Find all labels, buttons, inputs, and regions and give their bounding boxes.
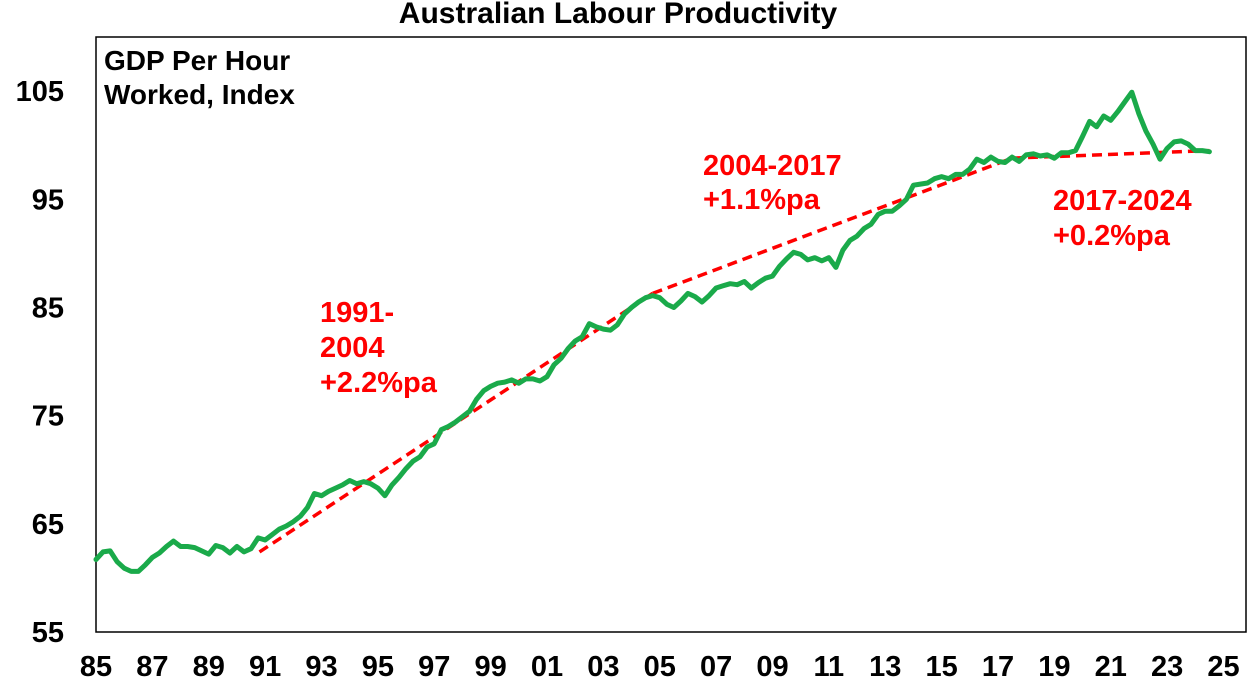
series-label-line-1: GDP Per Hour [104,45,290,76]
annotation-2017-2024-line-1: 2017-2024 [1053,185,1192,217]
x-tick-label: 07 [700,651,732,683]
x-tick-label: 13 [869,651,901,683]
x-tick-label: 25 [1207,651,1239,683]
x-tick-label: 97 [418,651,450,683]
y-tick-label: 75 [32,401,64,433]
x-tick-label: 23 [1151,651,1183,683]
plot-area [95,36,1247,633]
chart-title: Australian Labour Productivity [399,0,838,30]
x-tick-label: 87 [136,651,168,683]
y-tick-label: 85 [32,292,64,324]
annotation-1991-2004: 1991- 2004 +2.2%pa [320,297,438,399]
x-tick-label: 03 [587,651,619,683]
annotation-2004-2017: 2004-2017 +1.1%pa [703,150,842,216]
annotation-1991-2004-line-3: +2.2%pa [320,367,438,399]
x-tick-label: 01 [531,651,563,683]
x-tick-label: 91 [249,651,281,683]
y-axis-ticks: 55 65 75 85 95 105 [16,76,64,649]
annotation-1991-2004-line-1: 1991- [320,297,394,329]
x-tick-label: 09 [756,651,788,683]
series-label-line-2: Worked, Index [104,79,295,110]
y-tick-label: 105 [16,76,64,108]
x-tick-label: 15 [925,651,957,683]
x-tick-label: 93 [305,651,337,683]
annotation-2017-2024-line-2: +0.2%pa [1053,220,1171,252]
x-tick-label: 11 [814,651,845,683]
x-tick-label: 85 [80,651,112,683]
series-label: GDP Per Hour Worked, Index [104,45,295,110]
annotation-2004-2017-line-1: 2004-2017 [703,150,842,182]
y-tick-label: 95 [32,184,64,216]
x-tick-label: 19 [1038,651,1070,683]
x-tick-label: 95 [362,651,394,683]
series-lines [93,89,1212,574]
trend-line [258,291,654,554]
x-tick-label: 99 [474,651,506,683]
annotation-1991-2004-line-2: 2004 [320,332,385,364]
annotation-2017-2024: 2017-2024 +0.2%pa [1053,185,1192,252]
y-tick-label: 65 [32,509,64,541]
x-tick-label: 21 [1095,651,1127,683]
x-tick-label: 89 [193,651,225,683]
x-tick-label: 17 [982,651,1014,683]
y-tick-label: 55 [32,617,64,649]
x-tick-label: 05 [644,651,676,683]
series-line [93,89,1212,574]
annotation-2004-2017-line-2: +1.1%pa [703,184,821,216]
x-axis-ticks: 85 87 89 91 93 95 97 99 01 03 05 07 09 11 13 15 17 19 21 23… [80,651,1240,683]
